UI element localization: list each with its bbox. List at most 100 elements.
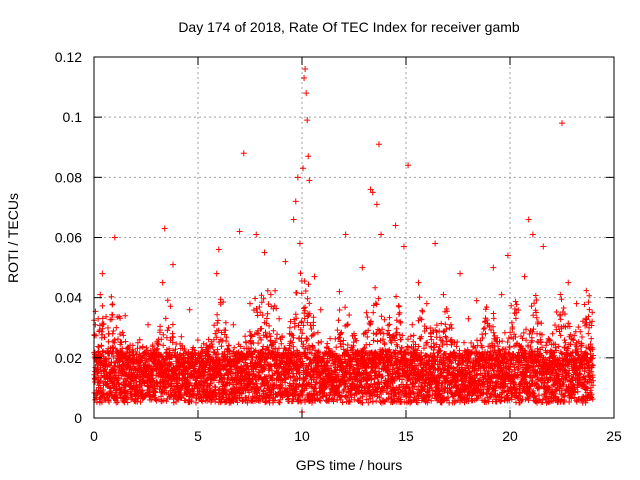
x-tick-label: 5 xyxy=(194,428,202,444)
data-point xyxy=(292,198,299,205)
data-point xyxy=(165,360,172,367)
data-point xyxy=(92,378,99,385)
data-point xyxy=(300,165,307,172)
data-point xyxy=(513,309,520,316)
data-point xyxy=(286,330,293,337)
data-point xyxy=(136,336,143,343)
data-point xyxy=(222,357,229,364)
data-point xyxy=(247,300,253,307)
x-tick-label: 0 xyxy=(90,428,98,444)
data-point xyxy=(373,201,380,208)
data-point xyxy=(302,66,309,73)
data-point xyxy=(317,306,324,313)
data-point xyxy=(423,300,430,307)
data-point xyxy=(534,330,541,337)
data-point xyxy=(111,234,118,241)
data-point xyxy=(369,189,376,196)
x-tick-label: 15 xyxy=(398,428,414,444)
data-point xyxy=(548,348,555,355)
data-point xyxy=(498,291,505,298)
data-point xyxy=(296,240,303,247)
x-tick-label: 10 xyxy=(294,428,310,444)
data-point xyxy=(145,321,152,328)
data-point xyxy=(521,273,528,280)
data-points xyxy=(92,66,593,415)
data-point xyxy=(573,300,580,307)
chart-title: Day 174 of 2018, Rate Of TEC Index for r… xyxy=(178,19,520,35)
y-tick-label: 0.02 xyxy=(55,350,82,366)
data-point xyxy=(529,231,536,238)
data-point xyxy=(95,315,102,322)
y-tick-label: 0.1 xyxy=(63,109,83,125)
data-point xyxy=(186,306,193,313)
data-point xyxy=(109,330,116,337)
data-point xyxy=(405,162,412,169)
data-point xyxy=(178,333,185,340)
data-point xyxy=(378,231,385,238)
data-point xyxy=(99,270,106,277)
data-point xyxy=(342,231,349,238)
data-point xyxy=(170,261,177,268)
data-point xyxy=(473,297,480,304)
data-point xyxy=(304,117,311,124)
data-point xyxy=(195,372,201,379)
data-point xyxy=(253,231,260,238)
data-point xyxy=(359,264,366,271)
data-point xyxy=(267,291,274,298)
data-point xyxy=(586,324,593,331)
y-tick-label: 0.06 xyxy=(55,230,82,246)
data-point xyxy=(326,357,333,364)
y-axis-label: ROTI / TECUs xyxy=(5,193,21,283)
data-point xyxy=(213,270,220,277)
data-point xyxy=(482,348,489,355)
data-point xyxy=(303,90,310,97)
data-point xyxy=(159,279,166,286)
data-point xyxy=(294,174,301,181)
data-point xyxy=(363,309,370,316)
data-point xyxy=(556,312,563,319)
data-point xyxy=(351,330,357,337)
data-point xyxy=(432,240,439,247)
data-point xyxy=(311,273,318,280)
data-point xyxy=(565,279,572,286)
data-point xyxy=(490,264,497,271)
data-point xyxy=(257,348,264,355)
y-tick-label: 0.04 xyxy=(55,290,82,306)
data-point xyxy=(392,222,399,229)
data-point xyxy=(122,312,129,319)
axis-ticks: 0 0.02 0.04 0.06 0.08 0.1 0.12 0 5 10 15 20 25 xyxy=(55,49,622,444)
y-tick-label: 0.08 xyxy=(55,169,82,185)
data-point xyxy=(153,378,160,385)
data-point xyxy=(240,150,247,157)
data-point xyxy=(367,186,374,193)
data-point xyxy=(415,279,422,286)
y-tick-label: 0 xyxy=(74,410,82,426)
data-point xyxy=(384,348,391,355)
y-tick-label: 0.12 xyxy=(55,49,82,65)
data-point xyxy=(525,216,532,223)
data-point xyxy=(579,357,586,364)
data-point xyxy=(101,357,108,364)
data-point xyxy=(97,291,104,298)
data-point xyxy=(375,141,382,148)
x-tick-label: 25 xyxy=(606,428,622,444)
data-point xyxy=(559,120,565,127)
data-point xyxy=(261,249,268,256)
x-axis-label: GPS time / hours xyxy=(296,457,403,473)
data-point xyxy=(236,228,243,235)
x-tick-label: 20 xyxy=(502,428,518,444)
data-point xyxy=(115,348,122,355)
data-point xyxy=(230,321,237,328)
data-point xyxy=(504,252,511,259)
data-point xyxy=(400,243,407,250)
data-point xyxy=(305,153,312,160)
data-point xyxy=(128,369,135,376)
data-point xyxy=(457,270,464,277)
data-point xyxy=(409,321,416,328)
data-point xyxy=(448,336,455,343)
data-point xyxy=(440,291,447,298)
data-point xyxy=(306,177,313,184)
data-point xyxy=(540,243,547,250)
